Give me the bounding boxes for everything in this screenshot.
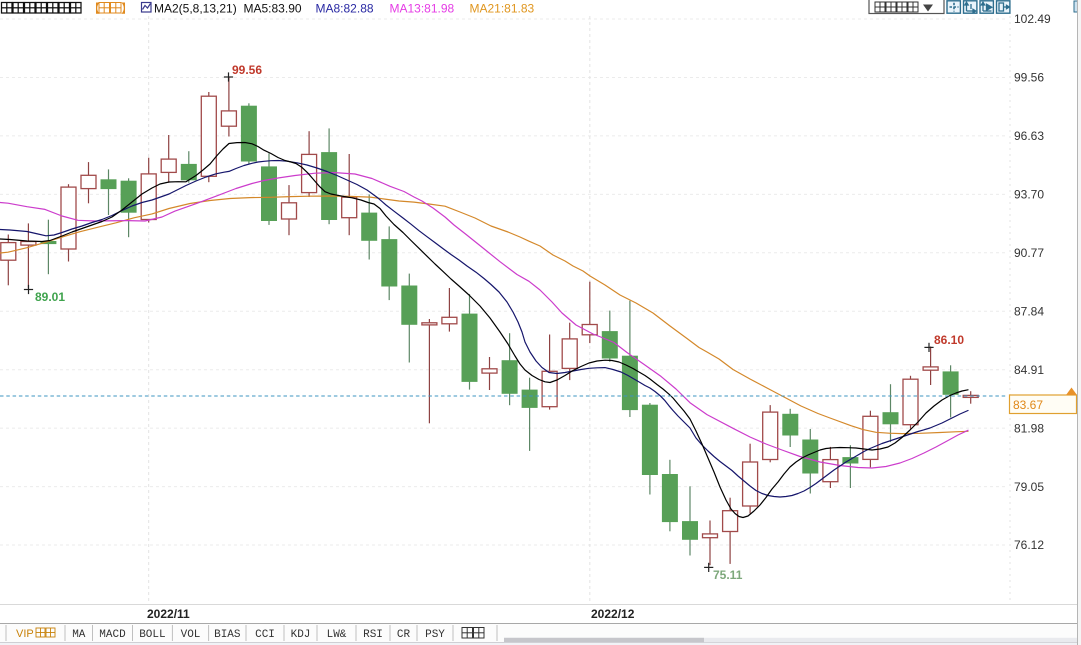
svg-text:【: 【: [88, 2, 100, 16]
svg-text:75.11: 75.11: [713, 568, 743, 582]
svg-text:93.70: 93.70: [1014, 188, 1044, 202]
svg-text:96.63: 96.63: [1014, 129, 1044, 143]
svg-text:LW&: LW&: [327, 629, 347, 641]
svg-text:BOLL: BOLL: [139, 629, 165, 641]
svg-text:VIP: VIP: [16, 628, 34, 640]
svg-text:86.10: 86.10: [934, 333, 964, 347]
svg-text:87.84: 87.84: [1014, 305, 1044, 319]
svg-text:81.98: 81.98: [1014, 421, 1044, 435]
svg-text:76.12: 76.12: [1014, 538, 1044, 552]
svg-text:CCI: CCI: [255, 629, 275, 641]
svg-text:KDJ: KDJ: [291, 629, 311, 641]
svg-text:102.49: 102.49: [1014, 12, 1051, 26]
svg-text:84.91: 84.91: [1014, 363, 1044, 377]
svg-text:MACD: MACD: [99, 629, 126, 641]
svg-text:MA13:81.98: MA13:81.98: [390, 2, 455, 16]
svg-text:CR: CR: [397, 629, 411, 641]
svg-text:MA8:82.88: MA8:82.88: [316, 2, 374, 16]
svg-text:RSI: RSI: [363, 629, 383, 641]
svg-text:】: 】: [121, 2, 133, 16]
svg-text:83.67: 83.67: [1013, 398, 1043, 412]
svg-text:79.05: 79.05: [1014, 480, 1044, 494]
svg-text:2022/12: 2022/12: [591, 607, 635, 621]
svg-text:MA21:81.83: MA21:81.83: [470, 2, 535, 16]
svg-text:99.56: 99.56: [232, 63, 262, 77]
svg-text:90.77: 90.77: [1014, 246, 1044, 260]
svg-text:2022/11: 2022/11: [147, 607, 190, 621]
svg-text:VOL: VOL: [181, 629, 201, 641]
svg-text:PSY: PSY: [425, 629, 445, 641]
svg-text:MA: MA: [72, 629, 86, 641]
svg-text:89.01: 89.01: [35, 290, 65, 304]
svg-text:MA2(5,8,13,21): MA2(5,8,13,21): [154, 2, 237, 16]
svg-text:MA5:83.90: MA5:83.90: [244, 2, 302, 16]
svg-text:99.56: 99.56: [1014, 71, 1044, 85]
svg-text:BIAS: BIAS: [214, 629, 241, 641]
